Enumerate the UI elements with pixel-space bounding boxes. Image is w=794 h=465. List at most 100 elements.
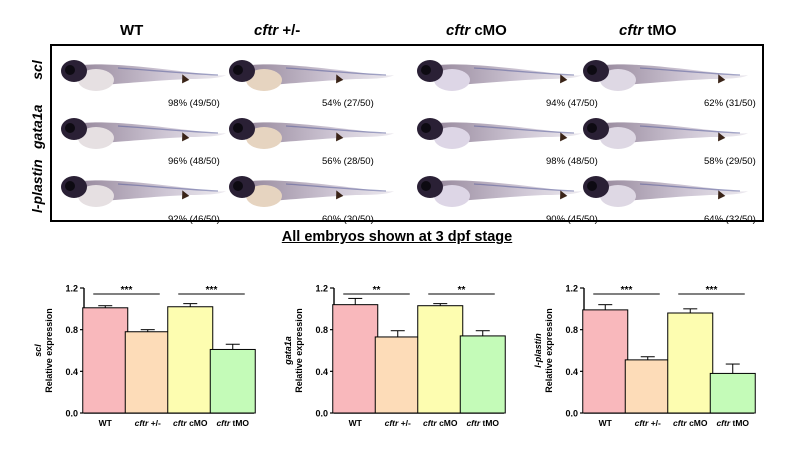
x-tick-label: cftr +/- [635,418,661,428]
row-label-l-plastin: l-plastin [29,159,45,213]
x-tick-label-plain: +/- [148,418,161,428]
y-axis-gene-label: scl [33,344,43,357]
bar [459,335,506,414]
embryo-image [61,176,226,207]
column-header-cftr-cmo: cftr cMO [446,22,507,39]
embryo-cell-scl-4: 62% (31/50) [580,54,756,109]
x-tick-label-italic: cftr [385,418,399,428]
embryo-cell-l-plastin-2: 60% (30/50) [226,170,398,225]
embryo-image [417,60,582,91]
y-tick-label: 0.0 [565,409,578,419]
y-tick-label: 0.4 [65,367,78,377]
y-axis-title: Relative expression [44,308,54,393]
y-tick-label: 0.8 [565,325,578,335]
y-tick-label: 0.4 [565,367,578,377]
column-header-cftr-het: cftr +/- [254,22,301,39]
x-tick-label: WT [99,418,113,428]
significance-label: ** [458,285,466,296]
embryo-image [61,118,226,149]
significance-label: *** [621,285,633,296]
embryo-cell-scl-2: 54% (27/50) [226,54,398,109]
embryo-image [417,118,582,149]
figure-caption: All embryos shown at 3 dpf stage [281,229,513,245]
y-tick-label: 0.8 [315,325,328,335]
embryo-cell-gata1a-3: 98% (48/50) [414,112,598,167]
y-tick-label: 0.8 [65,325,78,335]
x-tick-label-plain: WT [599,418,613,428]
embryo-image [61,60,226,91]
percentage-label: 96% (48/50) [168,156,220,167]
percentage-label: 64% (32/50) [704,214,756,225]
significance-label: ** [373,285,381,296]
x-tick-label-plain: tMO [730,418,749,428]
x-tick-label-plain: cMO [437,418,458,428]
x-tick-label-plain: WT [349,418,363,428]
percentage-label: 98% (48/50) [546,156,598,167]
y-tick-label: 1.2 [565,284,578,294]
embryo-image [229,118,394,149]
x-tick-label-italic: cftr [173,418,187,428]
x-tick-label-italic: cftr [673,418,687,428]
x-tick-label-plain: cMO [187,418,208,428]
bar-chart-gata1a: gata1aRelative expression 0.0 0.4 0.8 1.2 WT c… [283,284,506,428]
percentage-label: 58% (29/50) [704,156,756,167]
embryo-image [583,118,748,149]
x-tick-label: cftr tMO [716,418,749,428]
y-axis-label: gata1aRelative expression [283,308,304,393]
y-tick-label: 0.0 [315,409,328,419]
percentage-label: 62% (31/50) [704,98,756,109]
y-tick-label: 1.2 [315,284,328,294]
bar [709,372,756,414]
x-tick-label-italic: cftr [423,418,437,428]
x-tick-label: cftr +/- [135,418,161,428]
column-header-wt: WT [120,22,144,39]
embryo-image [229,60,394,91]
x-tick-label: cftr cMO [673,418,708,428]
x-tick-label: cftr cMO [423,418,458,428]
significance-label: *** [121,285,133,296]
embryo-image [229,176,394,207]
y-axis-title: Relative expression [294,308,304,393]
x-tick-label-plain: tMO [480,418,499,428]
percentage-label: 90% (45/50) [546,214,598,225]
bar [167,306,214,414]
y-axis-title: Relative expression [544,308,554,393]
embryo-cell-l-plastin-1: 92% (46/50) [58,170,230,225]
x-tick-label: cftr cMO [173,418,208,428]
embryo-cell-l-plastin-4: 64% (32/50) [580,170,756,225]
percentage-label: 60% (30/50) [322,214,374,225]
y-tick-label: 0.4 [315,367,328,377]
bar [624,359,671,414]
y-axis-gene-label: l-plastin [533,333,543,368]
embryo-cell-l-plastin-3: 90% (45/50) [414,170,598,225]
x-tick-label: cftr tMO [466,418,499,428]
x-tick-label-plain: cMO [687,418,708,428]
percentage-label: 54% (27/50) [322,98,374,109]
row-label-gata1a: gata1a [29,104,45,149]
bar [417,305,464,414]
bar [667,312,714,414]
percentage-label: 98% (49/50) [168,98,220,109]
y-axis-label: l-plastinRelative expression [533,308,554,393]
y-axis-gene-label: gata1a [283,336,293,366]
embryo-cell-gata1a-2: 56% (28/50) [226,112,398,167]
x-tick-label: WT [349,418,363,428]
percentage-label: 92% (46/50) [168,214,220,225]
x-tick-label-italic: cftr [635,418,649,428]
significance-label: *** [706,285,718,296]
significance-label: *** [206,285,218,296]
percentage-label: 56% (28/50) [322,156,374,167]
x-tick-label: cftr tMO [216,418,249,428]
x-tick-label: cftr +/- [385,418,411,428]
y-axis-label: sclRelative expression [33,308,54,393]
x-tick-label-italic: cftr [716,418,730,428]
embryo-cell-scl-1: 98% (49/50) [58,54,230,109]
bar [582,309,629,414]
x-tick-label-italic: cftr [466,418,480,428]
y-tick-label: 1.2 [65,284,78,294]
y-tick-label: 0.0 [65,409,78,419]
bar-chart-l-plastin: l-plastinRelative expression 0.0 0.4 0.8 1.2… [533,284,756,428]
embryo-image [583,176,748,207]
bar [374,336,421,414]
percentage-label: 94% (47/50) [546,98,598,109]
